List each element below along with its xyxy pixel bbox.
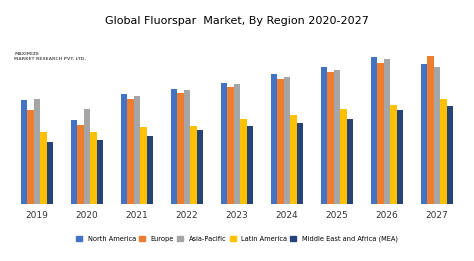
Bar [171, 89, 177, 204]
Bar [227, 87, 234, 204]
Bar [321, 67, 327, 204]
Bar [71, 120, 77, 204]
Bar [384, 58, 390, 204]
Bar [334, 70, 340, 204]
Bar [221, 83, 227, 204]
Bar [327, 72, 334, 204]
Legend: North America, Europe, Asia-Pacific, Latin America, Middle East and Africa (MEA): North America, Europe, Asia-Pacific, Lat… [75, 234, 399, 244]
Bar [197, 130, 203, 204]
Bar [297, 123, 303, 204]
Title: Global Fluorspar  Market, By Region 2020-2027: Global Fluorspar Market, By Region 2020-… [105, 16, 369, 26]
Bar [40, 132, 47, 204]
Bar [177, 93, 184, 204]
Bar [340, 109, 347, 204]
Bar [34, 99, 40, 204]
Bar [190, 126, 197, 204]
Bar [377, 63, 384, 204]
Bar [271, 74, 277, 204]
Bar [84, 109, 90, 204]
Bar [440, 99, 447, 204]
Text: MAXIMIZE
MARKET RESEARCH PVT. LTD.: MAXIMIZE MARKET RESEARCH PVT. LTD. [14, 52, 86, 61]
Bar [27, 110, 34, 204]
Bar [371, 57, 377, 204]
Bar [347, 119, 353, 204]
Bar [434, 67, 440, 204]
Bar [247, 126, 253, 204]
Bar [397, 110, 403, 204]
Bar [21, 100, 27, 204]
Bar [97, 140, 103, 204]
Bar [427, 56, 434, 204]
Bar [90, 132, 97, 204]
Bar [140, 128, 147, 204]
Bar [390, 104, 397, 204]
Bar [240, 119, 247, 204]
Bar [147, 136, 153, 204]
Bar [184, 90, 190, 204]
Bar [421, 64, 427, 204]
Bar [121, 94, 127, 204]
Bar [447, 106, 453, 204]
Bar [47, 142, 53, 204]
Bar [290, 115, 297, 204]
Bar [127, 99, 134, 204]
Bar [277, 79, 284, 204]
Bar [284, 77, 290, 204]
Bar [234, 85, 240, 204]
Bar [77, 125, 84, 204]
Bar [134, 96, 140, 204]
